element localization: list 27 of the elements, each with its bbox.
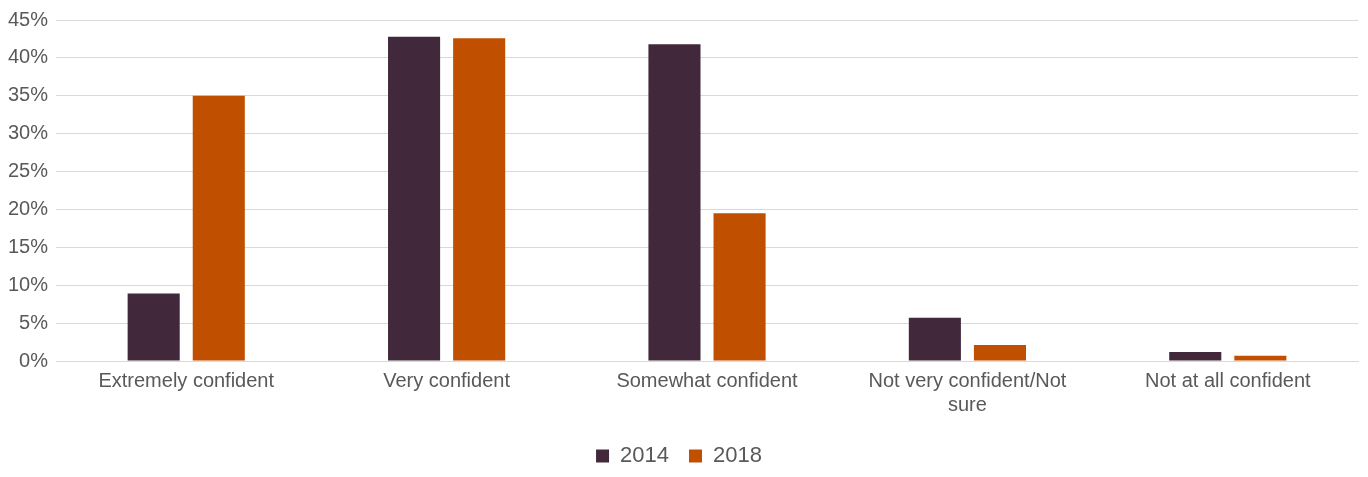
x-tick-label: Not at all confident bbox=[1144, 368, 1312, 391]
bar bbox=[908, 317, 961, 361]
legend-label: 2014 bbox=[620, 442, 670, 468]
bar bbox=[1234, 355, 1287, 361]
x-tick-label: Very confident bbox=[383, 368, 511, 391]
y-tick-label: 30% bbox=[8, 121, 49, 144]
y-tick-label: 0% bbox=[19, 348, 49, 371]
y-tick-label: 20% bbox=[8, 196, 49, 219]
bar bbox=[648, 44, 701, 361]
x-tick-label: Not very confident/Not sure bbox=[868, 368, 1067, 415]
bar bbox=[388, 36, 441, 361]
bar bbox=[713, 213, 766, 361]
y-tick-label: 15% bbox=[8, 234, 49, 257]
legend-label: 2018 bbox=[713, 442, 762, 468]
y-tick-label: 40% bbox=[8, 45, 49, 68]
x-tick-label: Extremely confident bbox=[98, 368, 275, 391]
bar bbox=[973, 345, 1026, 361]
y-tick-label: 45% bbox=[8, 7, 49, 30]
y-tick-label: 25% bbox=[8, 159, 49, 182]
y-tick-label: 35% bbox=[8, 83, 49, 106]
bar bbox=[453, 38, 506, 361]
x-tick-label: Somewhat confident bbox=[616, 368, 799, 391]
bar bbox=[1169, 351, 1222, 361]
y-tick-label: 5% bbox=[19, 310, 49, 333]
bar bbox=[192, 95, 245, 361]
y-tick-label: 10% bbox=[8, 272, 49, 295]
bar bbox=[127, 293, 180, 361]
